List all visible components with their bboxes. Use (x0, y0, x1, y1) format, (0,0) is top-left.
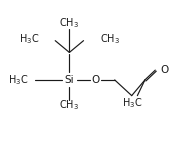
Text: H$_3$C: H$_3$C (8, 73, 29, 87)
Text: CH$_3$: CH$_3$ (59, 99, 79, 112)
Text: CH$_3$: CH$_3$ (100, 32, 120, 46)
Text: Si: Si (65, 75, 74, 85)
Text: O: O (160, 65, 168, 75)
Text: CH$_3$: CH$_3$ (59, 16, 79, 30)
Text: H$_3$C: H$_3$C (19, 32, 39, 46)
Text: O: O (92, 75, 100, 85)
Text: H$_3$C: H$_3$C (122, 97, 142, 110)
